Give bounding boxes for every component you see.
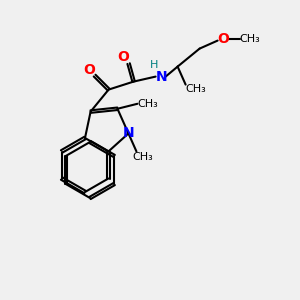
Text: H: H [149, 60, 158, 70]
Text: O: O [84, 63, 96, 76]
Text: N: N [156, 70, 167, 84]
Text: CH₃: CH₃ [185, 84, 206, 94]
Text: CH₃: CH₃ [132, 152, 153, 162]
Text: O: O [218, 32, 230, 46]
Text: CH₃: CH₃ [137, 99, 158, 109]
Text: O: O [118, 50, 130, 64]
Text: N: N [123, 126, 134, 140]
Text: CH₃: CH₃ [239, 34, 260, 44]
